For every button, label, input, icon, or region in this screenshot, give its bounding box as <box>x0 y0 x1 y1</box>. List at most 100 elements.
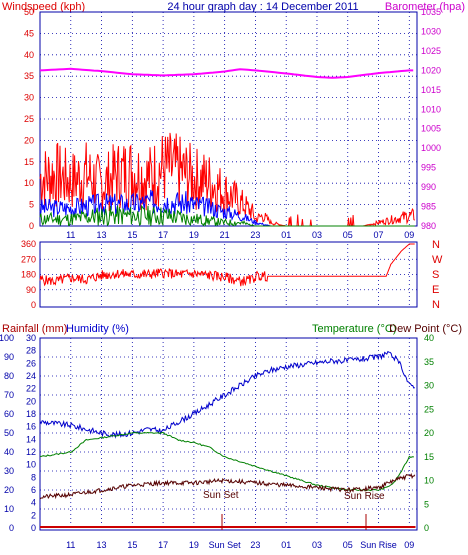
direction-tick-label: 90 <box>26 285 36 295</box>
wind-x-tick-label: 23 <box>250 230 260 240</box>
barometer-tick-label: 1005 <box>421 124 441 134</box>
wind-x-tick-label: 11 <box>66 230 75 240</box>
wind-direction-line <box>39 243 415 287</box>
direction-tick-label: 270 <box>21 254 36 264</box>
direction-letter-e: E <box>432 284 439 296</box>
wind-x-tick-label: 01 <box>281 230 291 240</box>
wind-speed-tick-label: 40 <box>24 50 34 60</box>
temperature-tick-label: 5 <box>424 499 429 509</box>
wind-speed-tick-label: 45 <box>24 28 34 38</box>
humidity-tick-label: 22 <box>26 384 36 394</box>
temperature-tick-label: 30 <box>424 381 434 391</box>
humidity-tick-label: 12 <box>26 447 36 457</box>
temperature-tick-label: 0 <box>424 523 429 533</box>
humidity-line <box>39 350 415 439</box>
barometer-tick-label: 995 <box>421 163 436 173</box>
wind-speed-tick-label: 50 <box>24 7 34 17</box>
temperature-tick-label: 15 <box>424 452 434 462</box>
temp-x-tick-label: 19 <box>189 540 199 550</box>
humidity-tick-label: 24 <box>26 371 36 381</box>
dew-point-line <box>39 473 416 500</box>
rainfall-tick-label: 70 <box>4 390 14 400</box>
humidity-tick-label: 18 <box>26 409 36 419</box>
barometer-line <box>39 67 414 79</box>
wind-speed-tick-label: 5 <box>29 200 34 210</box>
direction-panel-series <box>39 243 415 287</box>
barometer-tick-label: 990 <box>421 182 436 192</box>
humidity-tick-label: 6 <box>31 485 36 495</box>
barometer-tick-label: 1035 <box>421 7 441 17</box>
wind-speed-tick-label: 25 <box>24 114 34 124</box>
wind-speed-tick-label: 0 <box>29 221 34 231</box>
direction-letters: N W S E N <box>432 239 443 311</box>
barometer-tick-label: 1010 <box>421 104 441 114</box>
humidity-tick-label: 8 <box>31 472 36 482</box>
humidity-axis-title: Humidity (%) <box>66 323 129 335</box>
direction-letter-w: W <box>432 254 443 266</box>
temperature-tick-label: 10 <box>424 476 434 486</box>
rainfall-tick-label: 80 <box>4 371 14 381</box>
humidity-tick-label: 30 <box>26 333 36 343</box>
wind-speed-tick-label: 35 <box>24 71 34 81</box>
humidity-tick-label: 20 <box>26 396 36 406</box>
barometer-tick-label: 1020 <box>421 65 441 75</box>
direction-tick-label: 180 <box>21 270 36 280</box>
sun-set-label: Sun Set <box>203 490 239 501</box>
temp-panel-series <box>39 350 416 528</box>
rainfall-tick-label: 20 <box>4 485 14 495</box>
wind-x-tick-label: 17 <box>158 230 168 240</box>
sun-rise-label: Sun Rise <box>344 491 385 502</box>
barometer-tick-label: 985 <box>421 202 436 212</box>
rainfall-tick-label: 60 <box>4 409 14 419</box>
temp-x-tick-label: 17 <box>158 540 168 550</box>
direction-letter-n-bottom: N <box>432 299 440 311</box>
rainfall-tick-label: 0 <box>9 523 14 533</box>
temperature-tick-label: 20 <box>424 428 434 438</box>
temp-x-tick-label: 03 <box>312 540 322 550</box>
humidity-tick-label: 28 <box>26 346 36 356</box>
direction-tick-label: 360 <box>21 239 36 249</box>
barometer-axis-title: Barometer (hpa) <box>385 1 465 13</box>
temperature-tick-label: 25 <box>424 404 434 414</box>
rainfall-tick-label: 50 <box>4 428 14 438</box>
wind-speed-tick-label: 30 <box>24 93 34 103</box>
wind-speed-tick-label: 15 <box>24 157 34 167</box>
humidity-tick-label: 26 <box>26 358 36 368</box>
temp-x-tick-label: 11 <box>66 540 75 550</box>
rainfall-tick-label: 90 <box>4 352 14 362</box>
temperature-tick-label: 40 <box>424 333 434 343</box>
temp-x-tick-label: 13 <box>97 540 107 550</box>
rainfall-axis-title: Rainfall (mm) <box>2 323 67 335</box>
wind-speed-tick-label: 10 <box>24 178 34 188</box>
rainfall-tick-label: 10 <box>4 504 14 514</box>
humidity-tick-label: 4 <box>31 498 36 508</box>
wind-low-line <box>39 204 415 227</box>
wind-x-tick-label: 15 <box>127 230 137 240</box>
barometer-tick-label: 980 <box>421 221 436 231</box>
temperature-tick-label: 35 <box>424 357 434 367</box>
humidity-tick-label: 16 <box>26 422 36 432</box>
direction-tick-label: 0 <box>31 300 36 310</box>
temp-x-tick-label: 01 <box>281 540 291 550</box>
rainfall-tick-label: 30 <box>4 466 14 476</box>
wind-x-tick-label: 13 <box>97 230 107 240</box>
temp-x-tick-label: 15 <box>127 540 137 550</box>
axis-tick-labels: 0510152025303540455098098599099510001005… <box>0 7 441 550</box>
wind-panel-series <box>39 67 416 227</box>
barometer-tick-label: 1015 <box>421 85 441 95</box>
wind-x-tick-label: 05 <box>343 230 353 240</box>
direction-panel-grid <box>40 244 417 305</box>
temperature-axis-title: Temperature (°C) <box>312 323 396 335</box>
wind-x-tick-label: 09 <box>404 230 414 240</box>
wind-x-tick-label: 03 <box>312 230 322 240</box>
temp-x-tick-label: 09 <box>404 540 414 550</box>
wind-x-tick-label: 21 <box>220 230 230 240</box>
direction-letter-s: S <box>432 269 439 281</box>
humidity-tick-label: 0 <box>31 523 36 533</box>
barometer-tick-label: 1030 <box>421 26 441 36</box>
graph-title: 24 hour graph day : 14 December 2011 <box>167 1 358 13</box>
wind-speed-axis-title: Windspeed (kph) <box>2 1 85 13</box>
temp-x-tick-label: 05 <box>343 540 353 550</box>
humidity-tick-label: 10 <box>26 460 36 470</box>
